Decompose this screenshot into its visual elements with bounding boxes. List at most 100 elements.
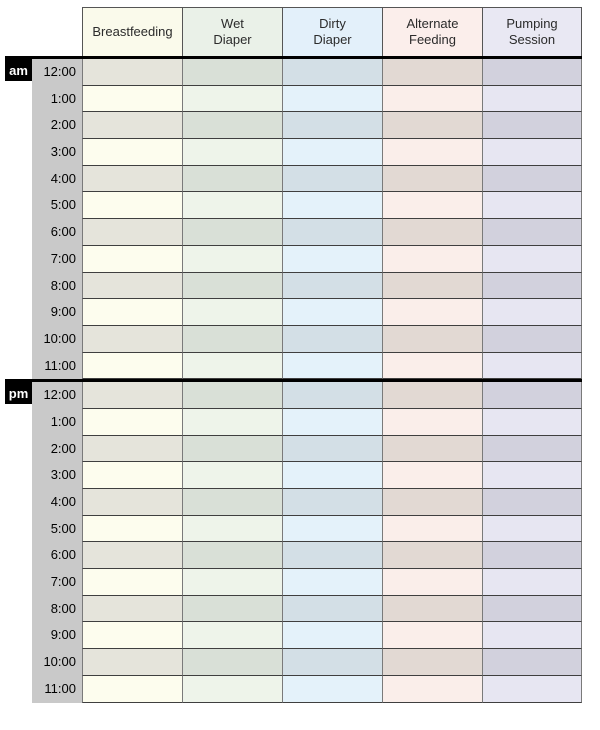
cell-breastfeeding[interactable] [82,462,182,490]
cell-alternate-feeding[interactable] [382,675,482,703]
cell-pumping-session[interactable] [482,675,582,703]
cell-wet-diaper[interactable] [182,112,282,140]
cell-wet-diaper[interactable] [182,299,282,326]
cell-breastfeeding[interactable] [82,649,182,676]
cell-dirty-diaper[interactable] [282,272,382,300]
cell-breastfeeding[interactable] [82,489,182,516]
cell-alternate-feeding[interactable] [382,85,482,113]
cell-wet-diaper[interactable] [182,165,282,193]
cell-alternate-feeding[interactable] [382,112,482,140]
cell-dirty-diaper[interactable] [282,489,382,516]
cell-wet-diaper[interactable] [182,352,282,380]
cell-alternate-feeding[interactable] [382,192,482,220]
cell-pumping-session[interactable] [482,139,582,166]
cell-dirty-diaper[interactable] [282,408,382,436]
cell-alternate-feeding[interactable] [382,489,482,516]
cell-wet-diaper[interactable] [182,595,282,623]
cell-breastfeeding[interactable] [82,299,182,326]
cell-breastfeeding[interactable] [82,352,182,380]
cell-pumping-session[interactable] [482,352,582,380]
cell-pumping-session[interactable] [482,649,582,676]
cell-wet-diaper[interactable] [182,569,282,596]
cell-dirty-diaper[interactable] [282,59,382,86]
cell-pumping-session[interactable] [482,462,582,490]
cell-pumping-session[interactable] [482,489,582,516]
cell-dirty-diaper[interactable] [282,192,382,220]
cell-wet-diaper[interactable] [182,515,282,543]
cell-breastfeeding[interactable] [82,272,182,300]
cell-breastfeeding[interactable] [82,219,182,246]
cell-breastfeeding[interactable] [82,85,182,113]
cell-pumping-session[interactable] [482,165,582,193]
cell-wet-diaper[interactable] [182,382,282,409]
cell-pumping-session[interactable] [482,59,582,86]
cell-dirty-diaper[interactable] [282,515,382,543]
cell-wet-diaper[interactable] [182,219,282,246]
cell-pumping-session[interactable] [482,622,582,650]
cell-dirty-diaper[interactable] [282,139,382,166]
cell-alternate-feeding[interactable] [382,542,482,570]
cell-dirty-diaper[interactable] [282,245,382,273]
cell-wet-diaper[interactable] [182,542,282,570]
cell-breastfeeding[interactable] [82,139,182,166]
cell-wet-diaper[interactable] [182,649,282,676]
cell-pumping-session[interactable] [482,219,582,246]
cell-dirty-diaper[interactable] [282,382,382,409]
cell-alternate-feeding[interactable] [382,139,482,166]
cell-breastfeeding[interactable] [82,245,182,273]
cell-alternate-feeding[interactable] [382,272,482,300]
cell-dirty-diaper[interactable] [282,435,382,463]
cell-wet-diaper[interactable] [182,435,282,463]
cell-dirty-diaper[interactable] [282,165,382,193]
cell-wet-diaper[interactable] [182,272,282,300]
cell-breastfeeding[interactable] [82,435,182,463]
cell-alternate-feeding[interactable] [382,569,482,596]
cell-wet-diaper[interactable] [182,675,282,703]
cell-breastfeeding[interactable] [82,622,182,650]
cell-wet-diaper[interactable] [182,325,282,353]
cell-breastfeeding[interactable] [82,192,182,220]
cell-wet-diaper[interactable] [182,489,282,516]
cell-breastfeeding[interactable] [82,569,182,596]
cell-breastfeeding[interactable] [82,165,182,193]
cell-dirty-diaper[interactable] [282,622,382,650]
cell-dirty-diaper[interactable] [282,325,382,353]
cell-pumping-session[interactable] [482,272,582,300]
cell-breastfeeding[interactable] [82,59,182,86]
cell-pumping-session[interactable] [482,435,582,463]
cell-alternate-feeding[interactable] [382,382,482,409]
cell-wet-diaper[interactable] [182,462,282,490]
cell-breastfeeding[interactable] [82,515,182,543]
cell-wet-diaper[interactable] [182,192,282,220]
cell-breastfeeding[interactable] [82,595,182,623]
cell-dirty-diaper[interactable] [282,352,382,380]
cell-alternate-feeding[interactable] [382,462,482,490]
cell-pumping-session[interactable] [482,299,582,326]
cell-alternate-feeding[interactable] [382,595,482,623]
cell-wet-diaper[interactable] [182,622,282,650]
cell-dirty-diaper[interactable] [282,675,382,703]
cell-alternate-feeding[interactable] [382,165,482,193]
cell-pumping-session[interactable] [482,245,582,273]
cell-pumping-session[interactable] [482,515,582,543]
cell-alternate-feeding[interactable] [382,245,482,273]
cell-pumping-session[interactable] [482,408,582,436]
cell-dirty-diaper[interactable] [282,112,382,140]
cell-dirty-diaper[interactable] [282,462,382,490]
cell-pumping-session[interactable] [482,85,582,113]
cell-alternate-feeding[interactable] [382,622,482,650]
cell-alternate-feeding[interactable] [382,408,482,436]
cell-wet-diaper[interactable] [182,245,282,273]
cell-breastfeeding[interactable] [82,112,182,140]
cell-wet-diaper[interactable] [182,59,282,86]
cell-pumping-session[interactable] [482,595,582,623]
cell-pumping-session[interactable] [482,569,582,596]
cell-dirty-diaper[interactable] [282,219,382,246]
cell-breastfeeding[interactable] [82,325,182,353]
cell-pumping-session[interactable] [482,542,582,570]
cell-wet-diaper[interactable] [182,139,282,166]
cell-breastfeeding[interactable] [82,382,182,409]
cell-dirty-diaper[interactable] [282,299,382,326]
cell-alternate-feeding[interactable] [382,649,482,676]
cell-alternate-feeding[interactable] [382,515,482,543]
